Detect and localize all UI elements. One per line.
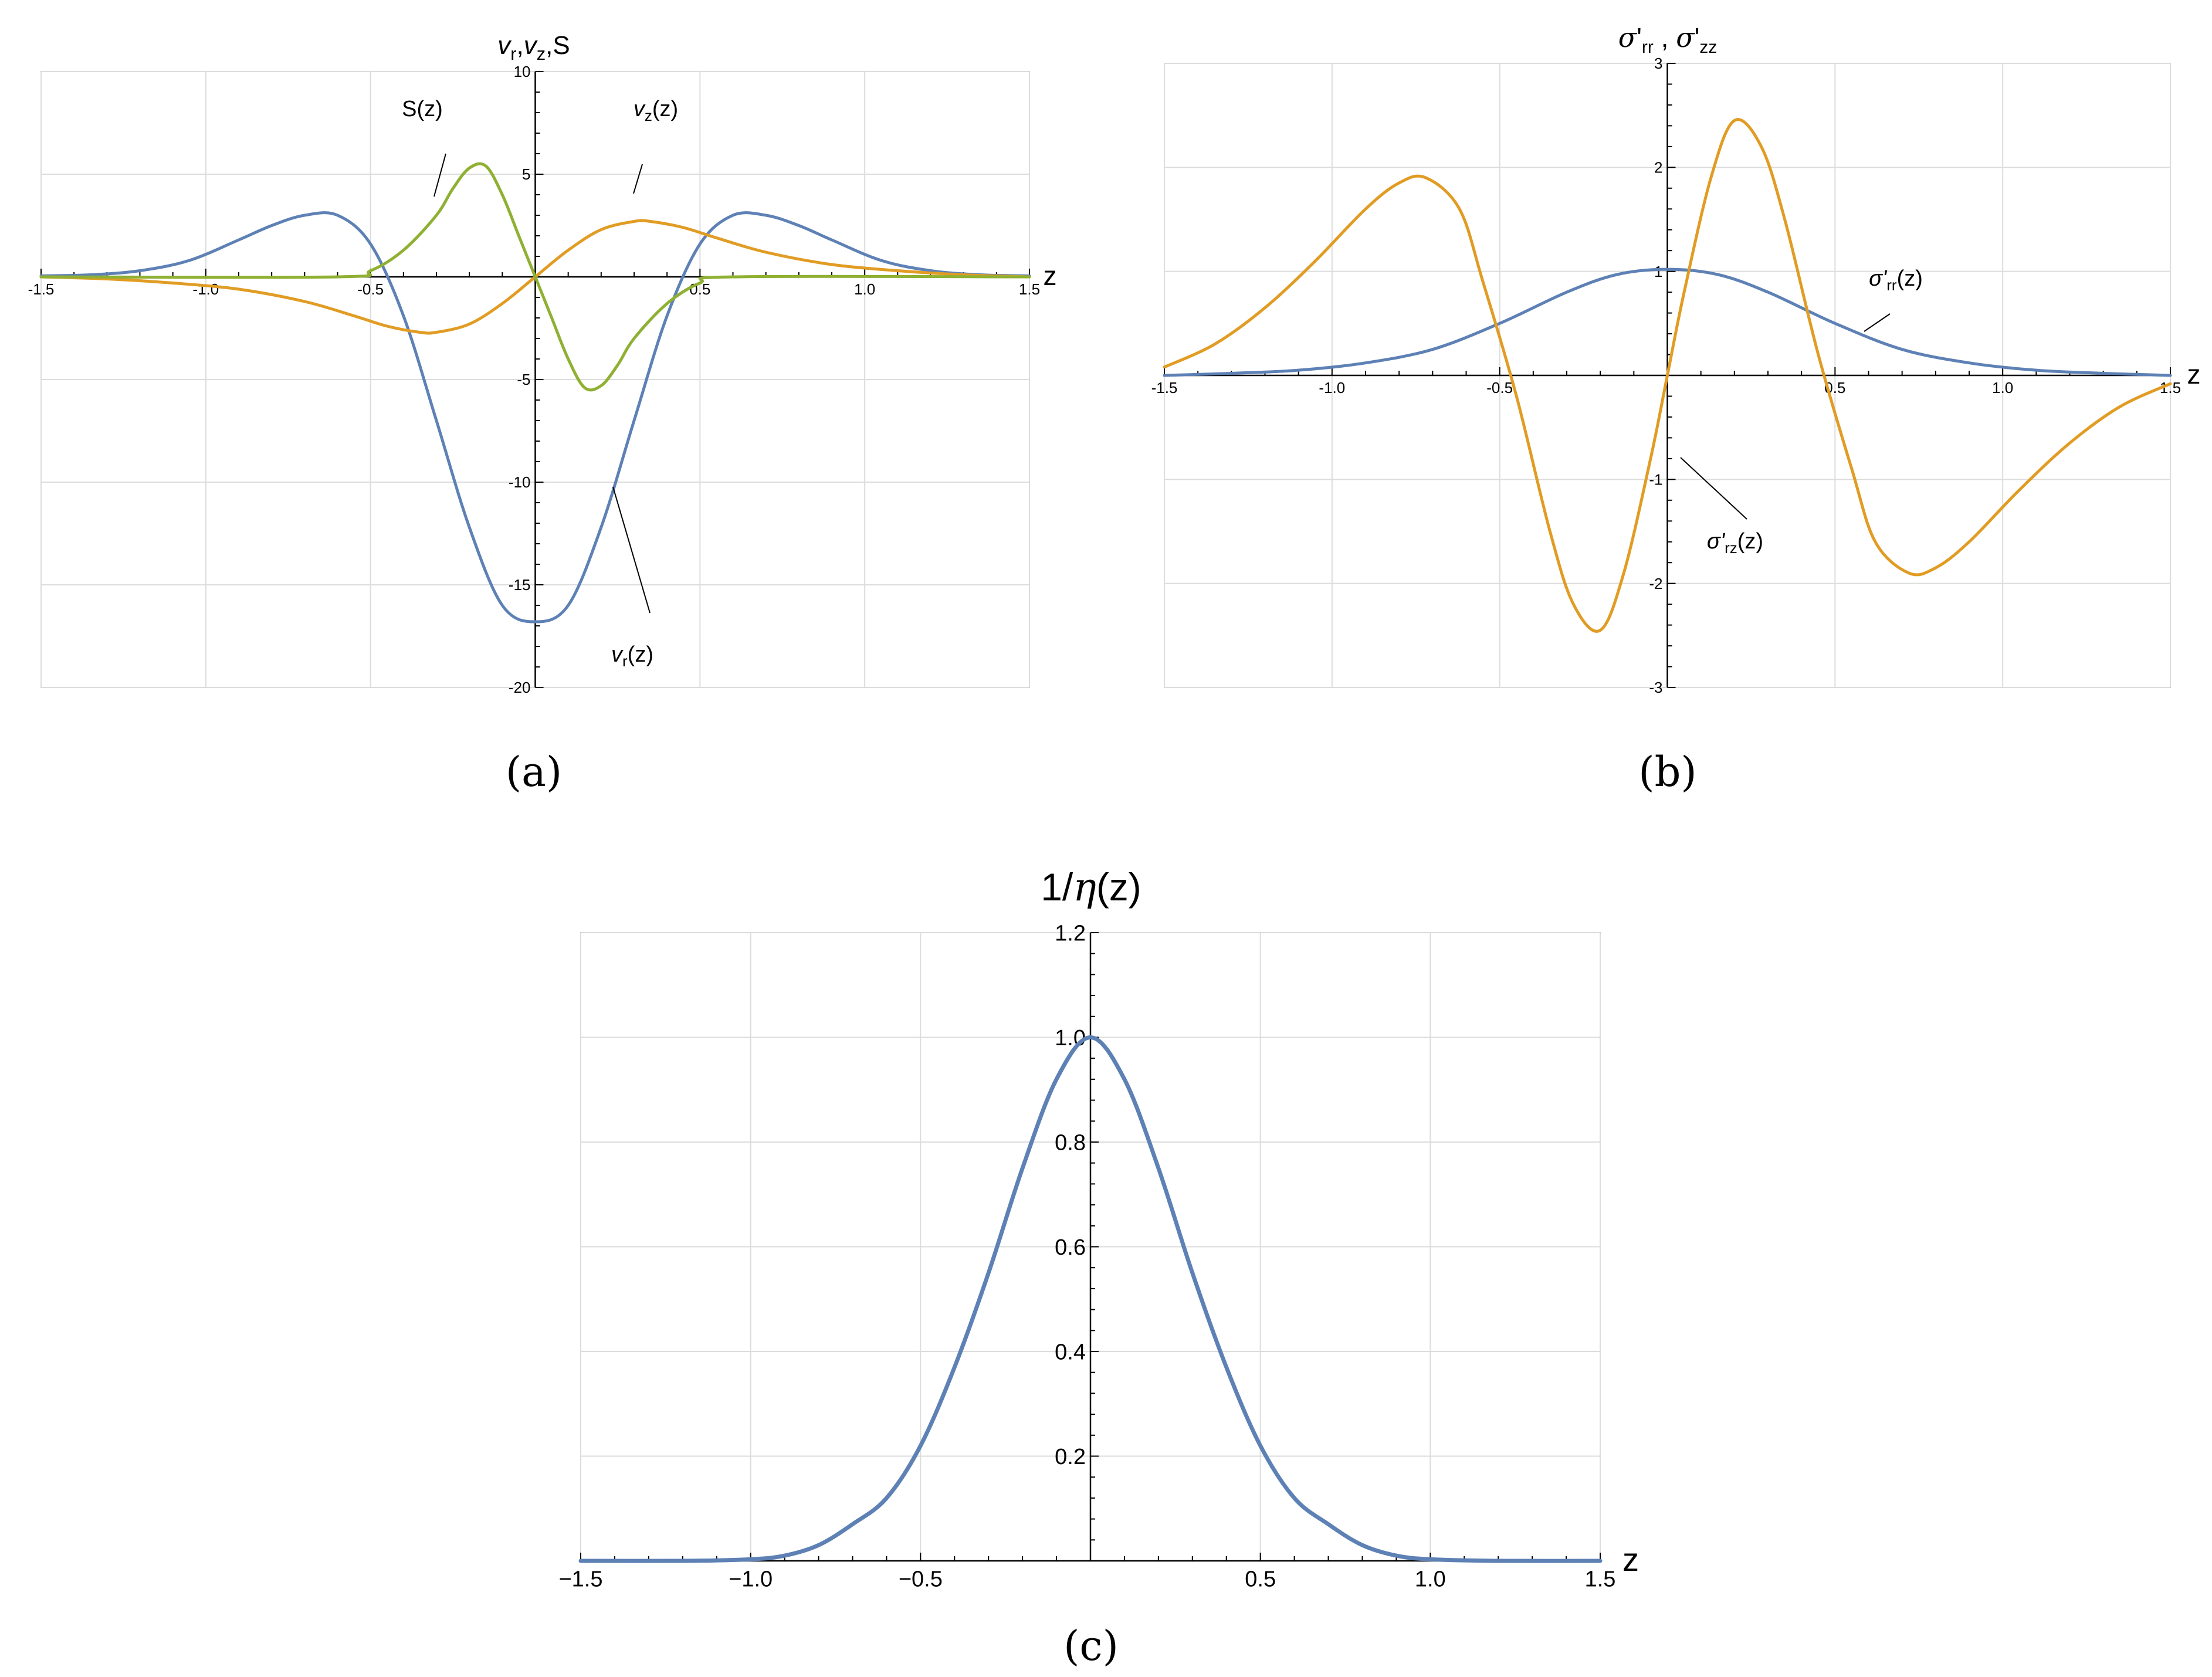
y-tick-label: -10: [509, 473, 531, 491]
series-line-2: [1163, 118, 2172, 633]
annotation-label: S(z): [402, 97, 443, 121]
panel-caption: (a): [506, 748, 562, 796]
x-axis-label: z: [1044, 260, 1057, 291]
y-tick-label: 1: [1654, 263, 1662, 280]
series-line-1: [578, 1035, 1603, 1563]
y-tick-label: 5: [522, 165, 530, 183]
x-axis-label: z: [2187, 359, 2201, 389]
x-tick-label: 1.5: [1585, 1567, 1616, 1592]
annotation-label: σ'rr(z): [1869, 266, 1923, 294]
series-line-1: [39, 211, 1031, 624]
annotation-leader: [1680, 457, 1747, 520]
y-tick-label: -20: [509, 679, 531, 696]
y-tick-label: 10: [514, 63, 531, 80]
x-tick-label: −1.5: [558, 1567, 602, 1592]
annotation-label: vz(z): [634, 97, 678, 124]
annotation-label: σ'rz(z): [1707, 529, 1763, 557]
y-tick-label: 0.4: [1055, 1340, 1086, 1364]
annotation-leader: [612, 486, 651, 614]
annotation-leader: [1864, 313, 1891, 332]
y-tick-label: 0.6: [1055, 1235, 1086, 1260]
y-tick-label: -15: [509, 576, 531, 594]
series-line-1: [1163, 267, 2172, 377]
panel-caption: (b): [1638, 748, 1696, 796]
x-tick-label: -0.5: [1486, 379, 1513, 397]
y-tick-label: 2: [1654, 158, 1662, 176]
series-line-3: [39, 162, 1031, 392]
x-tick-label: −0.5: [899, 1567, 943, 1592]
y-tick-label: 1.2: [1055, 921, 1086, 946]
x-tick-label: 1.0: [1415, 1567, 1446, 1592]
chart-title: 1/η(z): [1041, 865, 1141, 910]
annotation-label: vr(z): [611, 642, 653, 670]
x-tick-label: 1.5: [1019, 280, 1040, 298]
annotation-leader: [633, 164, 643, 194]
x-tick-label: -1.5: [1151, 379, 1178, 397]
chart-title: σ'rr , σ'zz: [1618, 22, 1718, 57]
panel-caption: (c): [1063, 1622, 1119, 1670]
y-tick-label: 1.0: [1055, 1026, 1086, 1051]
x-tick-label: −1.0: [729, 1567, 773, 1592]
x-tick-label: 1.0: [854, 280, 875, 298]
panel-3: −1.5 −1.0 −0.5 0.5 1.0 1.5 0.2 0.4 0.6 0.8 1.0 1.2 z…: [558, 865, 1639, 1670]
y-tick-label: -1: [1649, 470, 1662, 488]
x-axis-label: z: [1622, 1541, 1639, 1578]
x-tick-label: -0.5: [357, 280, 384, 298]
x-tick-label: -1.0: [1319, 379, 1345, 397]
panel-1: -1.5 -1.0 -0.5 0.5 1.0 1.5-20-15-10-5510zvr,v…: [28, 31, 1057, 796]
y-tick-label: 0.2: [1055, 1445, 1086, 1469]
y-tick-label: -2: [1649, 575, 1662, 592]
y-tick-label: -5: [517, 371, 530, 388]
y-tick-label: 3: [1654, 55, 1662, 72]
annotation-leader: [433, 153, 446, 197]
y-tick-label: 0.8: [1055, 1130, 1086, 1155]
x-tick-label: 0.5: [1245, 1567, 1276, 1592]
x-tick-label: -1.0: [192, 280, 219, 298]
x-tick-label: 1.0: [1992, 379, 2013, 397]
x-tick-label: -1.5: [28, 280, 55, 298]
chart-title: vr,vz,S: [497, 31, 570, 64]
y-tick-label: -3: [1649, 679, 1662, 696]
